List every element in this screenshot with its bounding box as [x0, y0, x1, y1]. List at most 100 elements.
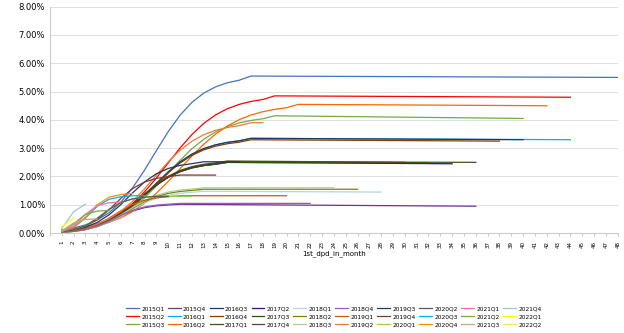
2018Q3 — [271, 186, 278, 190]
2019Q3 — [200, 160, 207, 164]
2015Q3 — [129, 206, 137, 210]
2016Q2 — [472, 103, 479, 107]
2016Q1 — [153, 181, 160, 185]
2015Q3 — [318, 114, 326, 118]
2015Q2 — [58, 228, 66, 232]
2020Q1 — [188, 194, 196, 198]
2016Q1 — [425, 137, 432, 141]
2019Q2 — [58, 229, 66, 233]
2018Q2 — [271, 187, 278, 191]
2018Q1 — [330, 190, 338, 194]
2015Q4 — [94, 224, 101, 228]
2015Q3 — [259, 117, 266, 121]
2017Q1 — [105, 218, 113, 222]
2015Q4 — [354, 203, 361, 207]
2016Q2 — [378, 103, 385, 107]
2018Q1 — [247, 189, 255, 193]
2015Q2 — [354, 94, 361, 98]
2016Q1 — [449, 137, 456, 141]
2017Q2 — [223, 161, 231, 165]
2017Q2 — [449, 162, 456, 166]
2016Q2 — [165, 179, 172, 183]
2016Q2 — [366, 103, 373, 107]
2017Q1 — [271, 160, 278, 164]
2017Q3 — [271, 161, 278, 165]
Line: 2017Q4: 2017Q4 — [62, 161, 405, 231]
2016Q1 — [165, 170, 172, 174]
2016Q2 — [141, 201, 149, 205]
2021Q1 — [117, 200, 125, 204]
2017Q2 — [94, 223, 101, 227]
2015Q4 — [437, 204, 444, 208]
2016Q2 — [484, 104, 491, 108]
2019Q3 — [70, 228, 77, 232]
2020Q3 — [94, 204, 101, 208]
2018Q1 — [212, 189, 219, 193]
2017Q4 — [306, 160, 314, 164]
2018Q1 — [223, 189, 231, 193]
Line: 2021Q1: 2021Q1 — [62, 202, 121, 231]
2016Q4 — [200, 148, 207, 152]
2018Q3 — [330, 186, 338, 190]
2015Q3 — [507, 116, 515, 120]
2018Q3 — [318, 186, 326, 190]
2017Q1 — [94, 223, 101, 227]
2015Q4 — [413, 204, 421, 208]
2015Q1 — [235, 78, 243, 82]
2016Q2 — [58, 229, 66, 233]
2017Q2 — [129, 203, 137, 207]
2017Q4 — [330, 160, 338, 164]
2015Q1 — [461, 75, 468, 79]
2016Q2 — [354, 103, 361, 107]
2016Q4 — [235, 140, 243, 144]
2018Q1 — [318, 190, 326, 194]
2016Q4 — [306, 138, 314, 142]
2016Q3 — [165, 170, 172, 174]
2015Q3 — [247, 119, 255, 123]
2016Q2 — [330, 103, 338, 107]
2022Q1 — [70, 216, 77, 220]
2015Q3 — [413, 115, 421, 119]
2015Q1 — [283, 74, 290, 78]
2017Q2 — [200, 164, 207, 167]
2017Q1 — [283, 160, 290, 164]
2018Q2 — [318, 187, 326, 191]
2016Q1 — [437, 137, 444, 141]
2015Q3 — [425, 116, 432, 120]
2017Q2 — [437, 162, 444, 166]
2017Q4 — [105, 218, 113, 222]
2015Q2 — [177, 146, 184, 150]
2021Q4 — [58, 227, 66, 231]
2019Q4 — [58, 229, 66, 233]
2018Q2 — [200, 187, 207, 191]
2015Q2 — [567, 95, 574, 99]
2022Q1 — [58, 225, 66, 229]
2019Q4 — [153, 176, 160, 180]
2015Q2 — [153, 176, 160, 180]
2017Q3 — [70, 228, 77, 232]
2015Q4 — [247, 203, 255, 207]
2019Q1 — [259, 194, 266, 198]
2018Q3 — [82, 227, 89, 231]
Line: 2015Q3: 2015Q3 — [62, 116, 523, 231]
2019Q4 — [105, 208, 113, 212]
2020Q3 — [82, 216, 89, 220]
2016Q3 — [70, 228, 77, 232]
2016Q4 — [318, 138, 326, 142]
2020Q1 — [177, 194, 184, 198]
2017Q2 — [306, 161, 314, 165]
2015Q1 — [507, 75, 515, 79]
2017Q3 — [177, 169, 184, 173]
2015Q2 — [531, 95, 539, 99]
2018Q3 — [177, 188, 184, 192]
2015Q3 — [389, 115, 397, 119]
2015Q2 — [306, 94, 314, 98]
2021Q3 — [82, 217, 89, 221]
2016Q2 — [461, 103, 468, 107]
2016Q1 — [413, 137, 421, 141]
2017Q2 — [389, 162, 397, 166]
2016Q1 — [235, 139, 243, 143]
2019Q1 — [153, 196, 160, 200]
2017Q2 — [342, 161, 349, 165]
2017Q2 — [247, 161, 255, 165]
